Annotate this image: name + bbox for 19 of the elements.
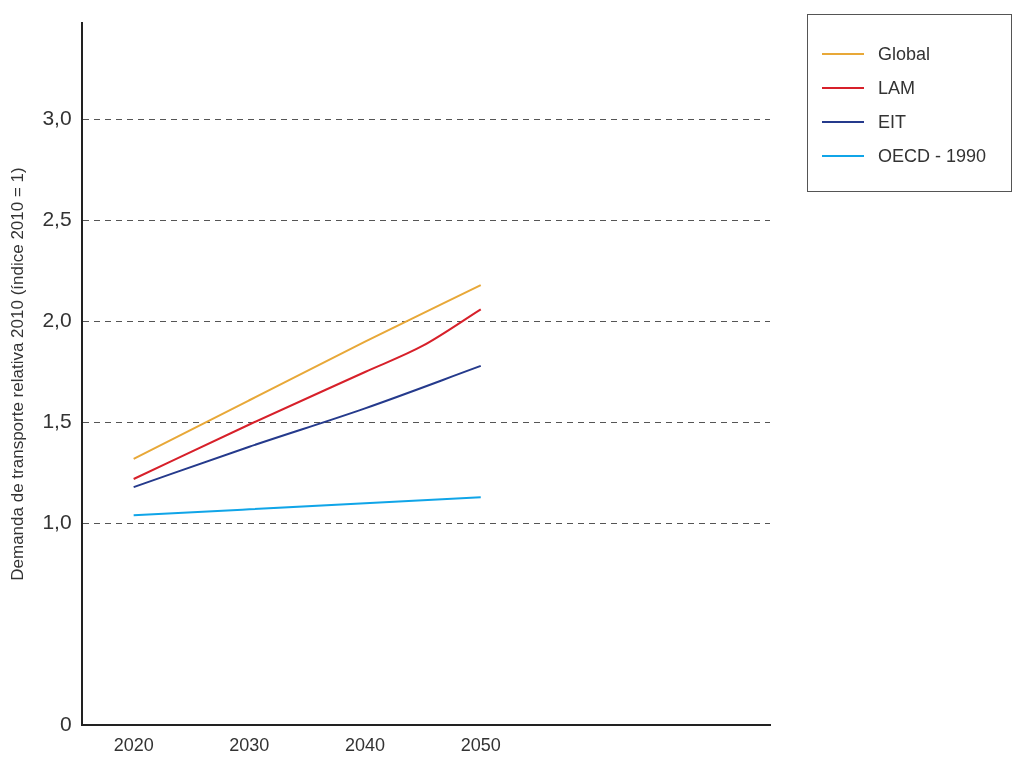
x-tick-label: 2020 <box>113 735 154 756</box>
y-tick-label: 3,0 <box>42 106 72 130</box>
legend-label: Global <box>878 43 931 65</box>
line-series <box>132 284 482 460</box>
legend-label: LAM <box>878 77 916 99</box>
y-tick-label: 2,5 <box>42 207 72 231</box>
legend-label: OECD - 1990 <box>878 145 987 167</box>
x-tick-label: 2030 <box>229 735 270 756</box>
y-tick-label: 0 <box>59 712 72 736</box>
line-series <box>132 496 482 517</box>
x-tick-label: 2050 <box>460 735 501 756</box>
y-axis-title: Demanda de transporte relativa 2010 (índice 2010 = 1) <box>7 167 27 581</box>
y-tick-label: 1,5 <box>42 409 72 433</box>
line-series <box>132 308 482 481</box>
y-tick-label: 1,0 <box>42 510 72 534</box>
legend-label: EIT <box>878 111 907 133</box>
y-tick-label: 2,0 <box>42 308 72 332</box>
x-tick-label: 2040 <box>345 735 386 756</box>
line-series <box>132 364 482 489</box>
